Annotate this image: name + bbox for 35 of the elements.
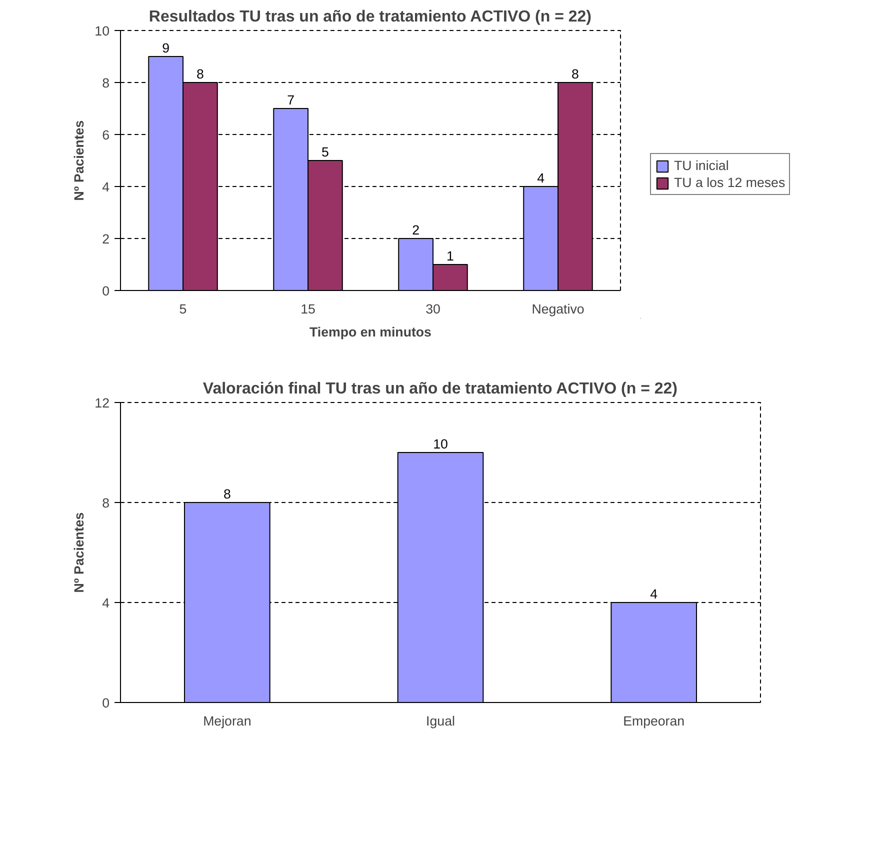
data-label: 4 xyxy=(537,170,546,186)
data-label: 10 xyxy=(433,436,448,452)
data-label: 9 xyxy=(162,40,170,56)
data-label: 8 xyxy=(223,486,231,502)
x-tick-label: 15 xyxy=(300,302,316,316)
y-tick-label: 6 xyxy=(102,128,110,142)
x-tick-label: 5 xyxy=(179,302,187,316)
x-tick-label: Mejoran xyxy=(203,714,252,728)
data-label: 2 xyxy=(412,222,420,238)
chart-title: Valoración final TU tras un año de tratamiento ACTIVO (n = 22) xyxy=(202,380,678,398)
x-tick-label: Igual xyxy=(426,714,455,728)
x-tick-label: Negativo xyxy=(532,302,584,316)
y-tick-label: 8 xyxy=(102,496,110,510)
x-tick-label: Empeoran xyxy=(623,714,685,728)
data-label: 8 xyxy=(571,66,579,82)
y-tick-label: 8 xyxy=(102,76,110,90)
y-axis-title: Nº Pacientes xyxy=(72,120,87,201)
y-tick-label: 2 xyxy=(102,232,110,246)
y-tick-label: 0 xyxy=(102,696,110,710)
y-axis-title: Nº Pacientes xyxy=(72,512,87,593)
data-label: 1 xyxy=(446,248,454,264)
y-tick-label: 12 xyxy=(94,396,110,410)
x-tick-label: 30 xyxy=(426,302,440,316)
data-label: 8 xyxy=(196,66,204,82)
legend-label: TU inicial xyxy=(674,158,729,173)
y-tick-label: 4 xyxy=(102,596,110,610)
x-axis-title: Tiempo en minutos xyxy=(310,324,432,340)
y-tick-label: 4 xyxy=(102,180,110,194)
y-tick-label: 0 xyxy=(102,284,110,298)
legend-label: TU a los 12 meses xyxy=(674,175,786,190)
data-label: 7 xyxy=(287,92,295,108)
data-label: 5 xyxy=(321,144,329,160)
data-label: 4 xyxy=(650,586,658,602)
chart-title: Resultados TU tras un año de tratamiento ACTIVO (n = 22) xyxy=(148,8,592,26)
y-tick-label: 10 xyxy=(94,24,110,38)
